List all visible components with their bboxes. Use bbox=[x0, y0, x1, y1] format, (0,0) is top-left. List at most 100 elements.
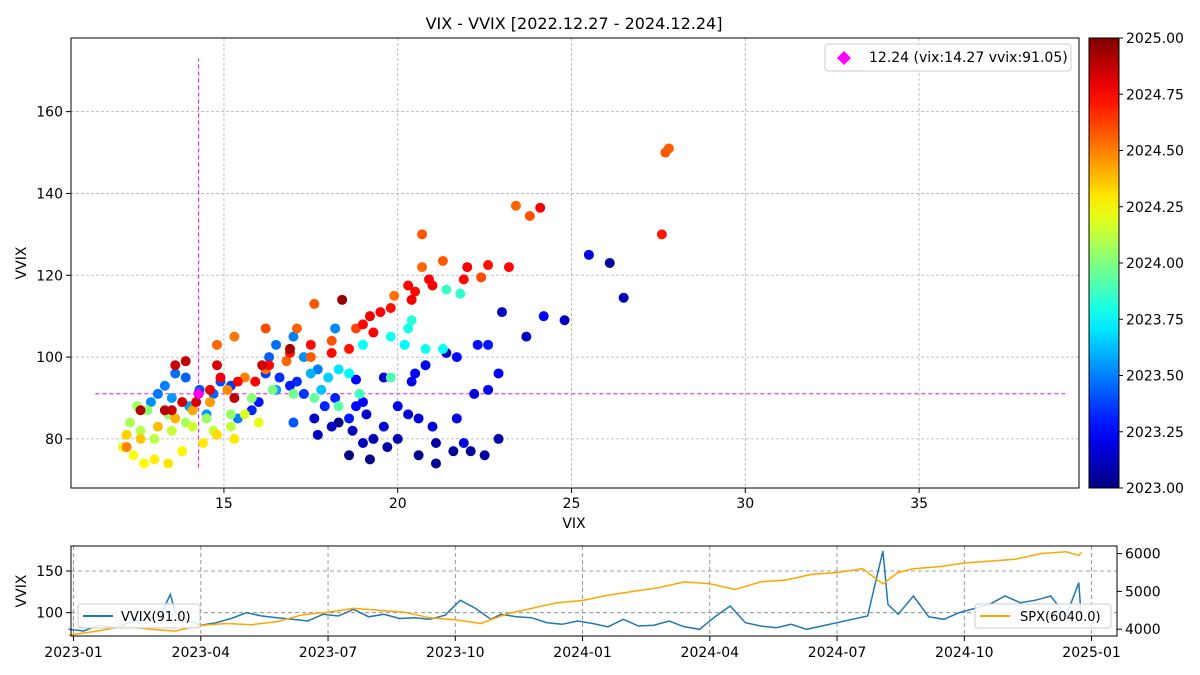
scatter-point bbox=[288, 388, 299, 399]
scatter-point bbox=[323, 372, 334, 383]
scatter-point bbox=[145, 397, 156, 408]
colorbar: 2023.00 2023.25 2023.50 2023.75 2024.00 2024.… bbox=[1088, 31, 1184, 497]
scatter-points bbox=[118, 143, 674, 469]
y-tick-label: 140 bbox=[36, 186, 63, 202]
scatter-point bbox=[187, 421, 198, 432]
scatter-point bbox=[166, 425, 177, 436]
scatter-point bbox=[177, 397, 188, 408]
scatter-point bbox=[483, 339, 494, 350]
scatter-point bbox=[180, 356, 191, 367]
scatter-point bbox=[430, 438, 441, 448]
scatter-point bbox=[330, 393, 341, 403]
colorbar-tick-label: 2024.75 bbox=[1126, 87, 1184, 103]
x-tick-label: 15 bbox=[215, 496, 233, 512]
time-tick-label: 2023-01 bbox=[44, 645, 103, 661]
scatter-point bbox=[264, 352, 275, 363]
vvix-legend-label: VVIX(91.0) bbox=[121, 610, 191, 625]
time-tick-label: 2023-07 bbox=[299, 645, 358, 661]
y-tick-label: 100 bbox=[36, 350, 63, 366]
scatter-point bbox=[417, 229, 428, 240]
scatter-point bbox=[451, 352, 462, 363]
scatter-point bbox=[521, 331, 532, 342]
scatter-point bbox=[483, 260, 494, 271]
scatter-point bbox=[337, 294, 348, 305]
colorbar-tick-label: 2024.00 bbox=[1126, 256, 1184, 272]
scatter-point bbox=[159, 380, 170, 391]
chart-title: VIX - VVIX [2022.12.27 - 2024.12.24] bbox=[426, 14, 723, 33]
scatter-point bbox=[138, 458, 149, 469]
spx-line bbox=[68, 550, 1082, 636]
scatter-point bbox=[618, 292, 629, 303]
spx-tick-label: 5000 bbox=[1125, 584, 1161, 600]
scatter-point bbox=[152, 388, 163, 399]
scatter-point bbox=[413, 413, 424, 424]
scatter-point bbox=[524, 210, 535, 221]
scatter-point bbox=[135, 425, 146, 436]
scatter-point bbox=[205, 397, 216, 408]
scatter-point bbox=[378, 372, 389, 383]
colorbar-tick-label: 2023.00 bbox=[1126, 481, 1184, 497]
scatter-point bbox=[368, 327, 379, 338]
spx-legend: SPX(6040.0) bbox=[974, 603, 1112, 629]
vvix-line bbox=[68, 550, 1083, 632]
scatter-point bbox=[420, 343, 431, 354]
scatter-point bbox=[378, 421, 389, 432]
scatter-point bbox=[333, 401, 344, 412]
scatter-point bbox=[135, 433, 146, 444]
scatter-point bbox=[361, 409, 372, 420]
scatter-point bbox=[264, 360, 275, 371]
scatter-point bbox=[451, 413, 462, 424]
scatter-point bbox=[260, 323, 271, 334]
colorbar-tick-label: 2023.75 bbox=[1126, 312, 1184, 328]
scatter-point bbox=[284, 343, 295, 354]
timeseries-lines bbox=[68, 550, 1083, 636]
scatter-point bbox=[211, 339, 222, 350]
scatter-point bbox=[420, 360, 431, 371]
time-tick-label: 2023-10 bbox=[426, 645, 485, 661]
scatter-point bbox=[330, 323, 341, 334]
y-axis-label: VVIX bbox=[14, 246, 30, 279]
scatter-point bbox=[344, 343, 355, 354]
scatter-point bbox=[232, 376, 243, 387]
scatter-point bbox=[375, 307, 386, 318]
scatter-point bbox=[312, 429, 323, 440]
timeseries-plot: 2023-01 2023-04 2023-07 2023-10 2024-01 2024-… bbox=[14, 545, 1161, 661]
scatter-point bbox=[229, 393, 240, 403]
scatter-point bbox=[458, 274, 469, 285]
scatter-point bbox=[535, 202, 546, 213]
scatter-point bbox=[229, 433, 240, 444]
scatter-point bbox=[424, 274, 435, 285]
legend-diamond-icon bbox=[837, 51, 851, 65]
scatter-point bbox=[333, 364, 344, 375]
scatter-point bbox=[347, 425, 358, 436]
x-tick-label: 30 bbox=[736, 496, 754, 512]
scatter-point bbox=[288, 331, 299, 342]
scatter-point bbox=[305, 368, 316, 379]
scatter-point bbox=[483, 384, 494, 395]
scatter-point bbox=[437, 343, 448, 354]
timeseries-axes: 2023-01 2023-04 2023-07 2023-10 2024-01 2024-… bbox=[36, 547, 1160, 661]
scatter-point bbox=[604, 258, 615, 268]
scatter-point bbox=[368, 433, 379, 444]
colorbar-tick-label: 2023.25 bbox=[1126, 425, 1184, 441]
scatter-point bbox=[201, 413, 212, 424]
scatter-point bbox=[357, 339, 368, 350]
scatter-point bbox=[357, 438, 368, 448]
scatter-point bbox=[305, 352, 316, 363]
scatter-point bbox=[430, 458, 441, 469]
scatter-point bbox=[239, 409, 250, 420]
scatter-point bbox=[198, 438, 209, 448]
scatter-point bbox=[364, 454, 375, 465]
scatter-point bbox=[309, 298, 320, 309]
vvix-tick-label: 150 bbox=[36, 564, 63, 580]
legend-label: 12.24 (vix:14.27 vvix:91.05) bbox=[869, 50, 1068, 66]
scatter-point bbox=[298, 388, 309, 399]
scatter-point bbox=[472, 339, 483, 350]
y-tick-label: 160 bbox=[36, 105, 63, 121]
scatter-point bbox=[392, 401, 403, 412]
scatter-point bbox=[298, 352, 309, 363]
vvix-tick-label: 100 bbox=[36, 606, 63, 622]
scatter-point bbox=[288, 417, 299, 428]
scatter-point bbox=[385, 303, 396, 313]
